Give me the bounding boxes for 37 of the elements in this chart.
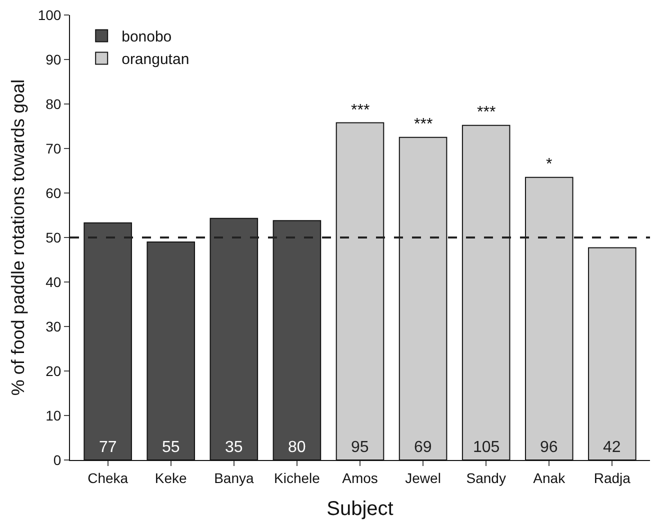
y-tick-label: 50: [46, 229, 62, 246]
y-tick-label: 70: [46, 140, 62, 156]
x-tick-label: Sandy: [466, 470, 506, 486]
annotation: *: [546, 156, 552, 173]
y-tick-label: 90: [46, 51, 62, 68]
annotation: 96: [540, 439, 558, 456]
x-tick-label: Kichele: [274, 470, 320, 486]
y-tick-label: 30: [46, 318, 62, 334]
y-axis-title: % of food paddle rotations towards goal: [8, 79, 28, 396]
annotation: 55: [162, 439, 180, 456]
annotation: ***: [351, 102, 370, 119]
annotation: ***: [414, 116, 433, 133]
legend-label: bonobo: [122, 28, 172, 46]
annotation: 105: [473, 439, 500, 456]
annotation: 80: [288, 439, 306, 456]
y-tick-label: 80: [46, 96, 62, 112]
x-tick-label: Amos: [342, 470, 378, 486]
y-tick-label: 0: [53, 452, 62, 468]
legend-label: orangutan: [122, 51, 190, 68]
annotation: ***: [477, 104, 496, 121]
annotation: 95: [351, 439, 369, 456]
annotation: 35: [225, 439, 243, 456]
y-tick-label: 60: [46, 184, 62, 201]
y-tick-label: 100: [38, 6, 62, 23]
y-tick-label: 10: [46, 407, 62, 424]
y-tick-label: 20: [46, 362, 62, 379]
annotation: 77: [99, 439, 117, 456]
y-tick-label: 40: [46, 274, 62, 290]
x-axis-title: Subject: [326, 498, 394, 520]
x-tick-label: Anak: [533, 470, 566, 486]
x-tick-label: Cheka: [88, 470, 128, 486]
x-tick-label: Jewel: [405, 470, 441, 486]
annotation: 42: [603, 439, 621, 456]
x-tick-label: Radja: [594, 470, 631, 486]
annotation: 69: [414, 439, 432, 456]
x-tick-label: Keke: [154, 470, 188, 486]
x-tick-label: Banya: [214, 470, 254, 486]
